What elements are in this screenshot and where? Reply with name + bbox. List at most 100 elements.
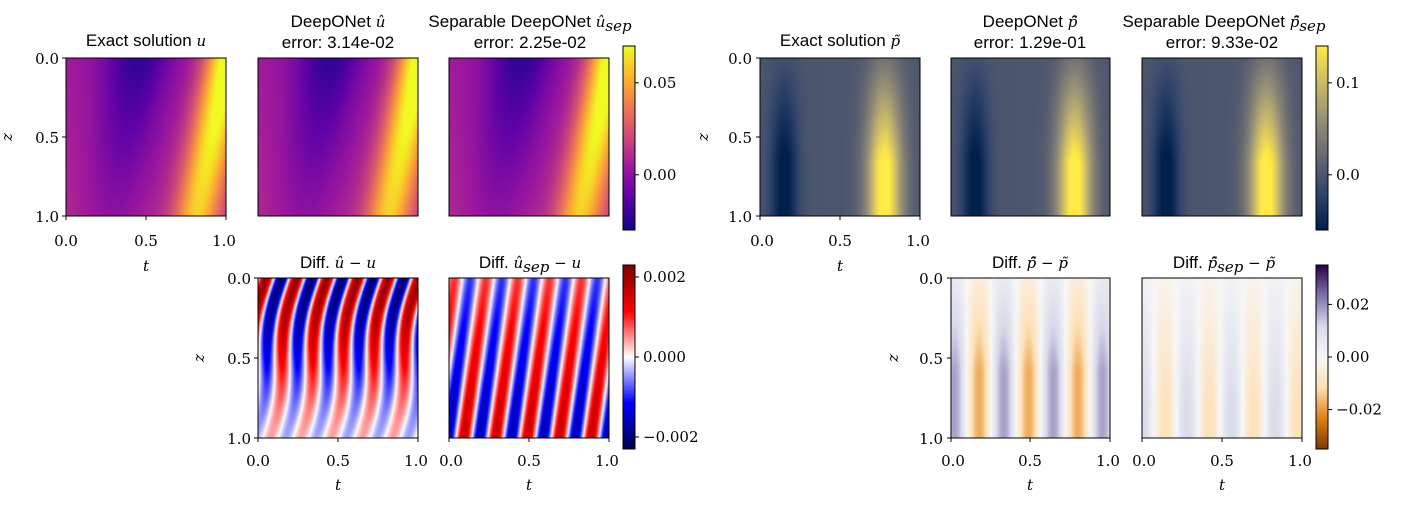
yaxis-u-diff: 0.0 0.5 1.0 z — [190, 270, 258, 448]
panel-p-diff-sep: Diff. p̃̂sep − p̃ 0.0 0.5 1.0 t — [1132, 253, 1312, 494]
xtick-label: 0.5 — [134, 232, 158, 250]
xlabel: t — [837, 257, 844, 275]
xlabel: t — [143, 257, 150, 275]
ytick-label: 0.5 — [919, 350, 943, 368]
panel-p-deeponet-title: DeepONet p̃̂ — [983, 12, 1078, 31]
ytick-label: 0.5 — [35, 129, 59, 147]
heatmap-u-diff-sep — [449, 278, 609, 438]
xtick-label: 0.0 — [750, 232, 774, 250]
xtick-label: 1.0 — [595, 452, 619, 470]
colorbar-du: 0.002 0.000 −0.002 — [622, 264, 699, 450]
xtick-label: 0.0 — [439, 452, 463, 470]
panel-p-sep: Separable DeepONet p̃̂sep error: 9.33e-0… — [1122, 12, 1326, 217]
panel-p-diff-deeponet-title: Diff. p̃̂ − p̃ — [992, 253, 1068, 272]
colorbar-dp-gradient — [1316, 265, 1328, 449]
colorbar-tick-label: 0.05 — [643, 74, 676, 92]
ytick-label: 0.0 — [919, 270, 943, 288]
xtick-label: 1.0 — [212, 232, 236, 250]
xaxis-u-diff-sep: 0.0 0.5 1.0 t — [439, 438, 619, 494]
panel-u-sep: Separable DeepONet ûsep error: 2.25e-02 — [428, 12, 632, 217]
ytick-label: 0.5 — [728, 129, 752, 147]
panel-u-exact: Exact solution u 0.0 0.5 1.0 z 0.0 0.5 1… — [0, 31, 236, 275]
panel-p-diff-deeponet: Diff. p̃̂ − p̃ 0.0 0.5 1.0 z 0.0 0.5 1.0… — [884, 253, 1120, 494]
colorbar-tick-label: 0.000 — [643, 348, 686, 366]
yaxis-p-diff: 0.0 0.5 1.0 z — [884, 270, 951, 448]
colorbar-tick-label: 0.002 — [643, 268, 686, 286]
xtick-label: 0.5 — [517, 452, 541, 470]
ylabel: z — [0, 133, 16, 142]
colorbar-tick-label: −0.02 — [1336, 401, 1382, 419]
xtick-label: 0.5 — [1018, 452, 1042, 470]
xtick-label: 0.5 — [326, 452, 350, 470]
xtick-label: 1.0 — [404, 452, 428, 470]
ytick-label: 0.0 — [35, 50, 59, 68]
xtick-label: 1.0 — [906, 232, 930, 250]
colorbar-tick-label: 0.00 — [1336, 348, 1369, 366]
xaxis-u-exact: 0.0 0.5 1.0 t — [54, 216, 236, 275]
xlabel: t — [526, 476, 533, 494]
panel-u-deeponet-error: error: 3.14e-02 — [282, 33, 394, 52]
ytick-label: 1.0 — [919, 430, 943, 448]
xtick-label: 0.5 — [1210, 452, 1234, 470]
ytick-label: 1.0 — [728, 208, 752, 226]
heatmap-u-deeponet — [258, 58, 418, 216]
xlabel: t — [1219, 476, 1226, 494]
colorbar-p-gradient — [1316, 46, 1328, 230]
xaxis-p-diff-deeponet: 0.0 0.5 1.0 t — [941, 438, 1120, 494]
heatmap-p-sep — [1142, 58, 1302, 216]
panel-u-diff-deeponet-title: Diff. û − u — [300, 253, 376, 272]
xtick-label: 0.0 — [246, 452, 270, 470]
heatmap-p-diff-deeponet — [951, 278, 1110, 438]
panel-u-diff-sep-title: Diff. ûsep − u — [479, 253, 581, 276]
panel-p-deeponet: DeepONet p̃̂ error: 1.29e-01 — [950, 12, 1111, 217]
colorbar-tick-label: 0.1 — [1336, 74, 1360, 92]
ytick-label: 0.0 — [227, 270, 251, 288]
colorbar-p: 0.1 0.0 — [1315, 45, 1360, 231]
ylabel: z — [694, 133, 712, 142]
colorbar-tick-label: 0.02 — [1336, 295, 1369, 313]
heatmap-u-diff-deeponet — [258, 278, 418, 438]
panel-p-diff-sep-title: Diff. p̃̂sep − p̃ — [1173, 253, 1276, 276]
panel-u-deeponet: DeepONet û error: 3.14e-02 — [257, 12, 419, 217]
xaxis-p-diff-sep: 0.0 0.5 1.0 t — [1132, 438, 1312, 494]
panel-p-deeponet-error: error: 1.29e-01 — [974, 33, 1086, 52]
xtick-label: 0.5 — [828, 232, 852, 250]
panel-u-deeponet-title: DeepONet û — [291, 12, 386, 31]
heatmap-u-sep — [449, 58, 609, 216]
xlabel: t — [335, 476, 342, 494]
panel-p-sep-title: Separable DeepONet p̃̂sep — [1122, 12, 1325, 35]
colorbar-tick-label: 0.00 — [643, 166, 676, 184]
panel-p-exact: Exact solution p̃ 0.0 0.5 1.0 z 0.0 0.5 … — [694, 31, 930, 275]
panel-u-sep-error: error: 2.25e-02 — [474, 33, 586, 52]
colorbar-tick-label: 0.0 — [1336, 166, 1360, 184]
colorbar-u: 0.05 0.00 — [622, 45, 676, 231]
panel-u-diff-sep: Diff. ûsep − u 0.0 0.5 1.0 t — [439, 253, 619, 494]
xaxis-u-diff-deeponet: 0.0 0.5 1.0 t — [246, 438, 428, 494]
heatmap-p-exact — [760, 58, 920, 216]
yaxis-p-exact: 0.0 0.5 1.0 z — [694, 50, 760, 226]
colorbar-u-gradient — [623, 46, 635, 230]
ylabel: z — [884, 354, 902, 363]
panel-u-exact-title: Exact solution u — [86, 31, 206, 50]
panel-p-sep-error: error: 9.33e-02 — [1166, 33, 1278, 52]
colorbar-tick-label: −0.002 — [643, 428, 699, 446]
ytick-label: 1.0 — [35, 208, 59, 226]
heatmap-u-exact — [66, 58, 226, 216]
xlabel: t — [1027, 476, 1034, 494]
ytick-label: 0.0 — [728, 50, 752, 68]
heatmap-p-diff-sep — [1142, 278, 1302, 438]
colorbar-du-gradient — [623, 265, 635, 449]
panel-u-diff-deeponet: Diff. û − u 0.0 0.5 1.0 z 0.0 0.5 1.0 t — [190, 253, 428, 494]
xtick-label: 0.0 — [54, 232, 78, 250]
xaxis-p-exact: 0.0 0.5 1.0 t — [750, 216, 930, 275]
xtick-label: 0.0 — [941, 452, 965, 470]
yaxis-u-exact: 0.0 0.5 1.0 z — [0, 50, 66, 226]
xtick-label: 0.0 — [1132, 452, 1156, 470]
xtick-label: 1.0 — [1096, 452, 1120, 470]
panel-p-exact-title: Exact solution p̃ — [780, 31, 901, 50]
ylabel: z — [190, 354, 208, 363]
xtick-label: 1.0 — [1288, 452, 1312, 470]
ytick-label: 1.0 — [227, 430, 251, 448]
colorbar-dp: 0.02 0.00 −0.02 — [1315, 264, 1382, 450]
